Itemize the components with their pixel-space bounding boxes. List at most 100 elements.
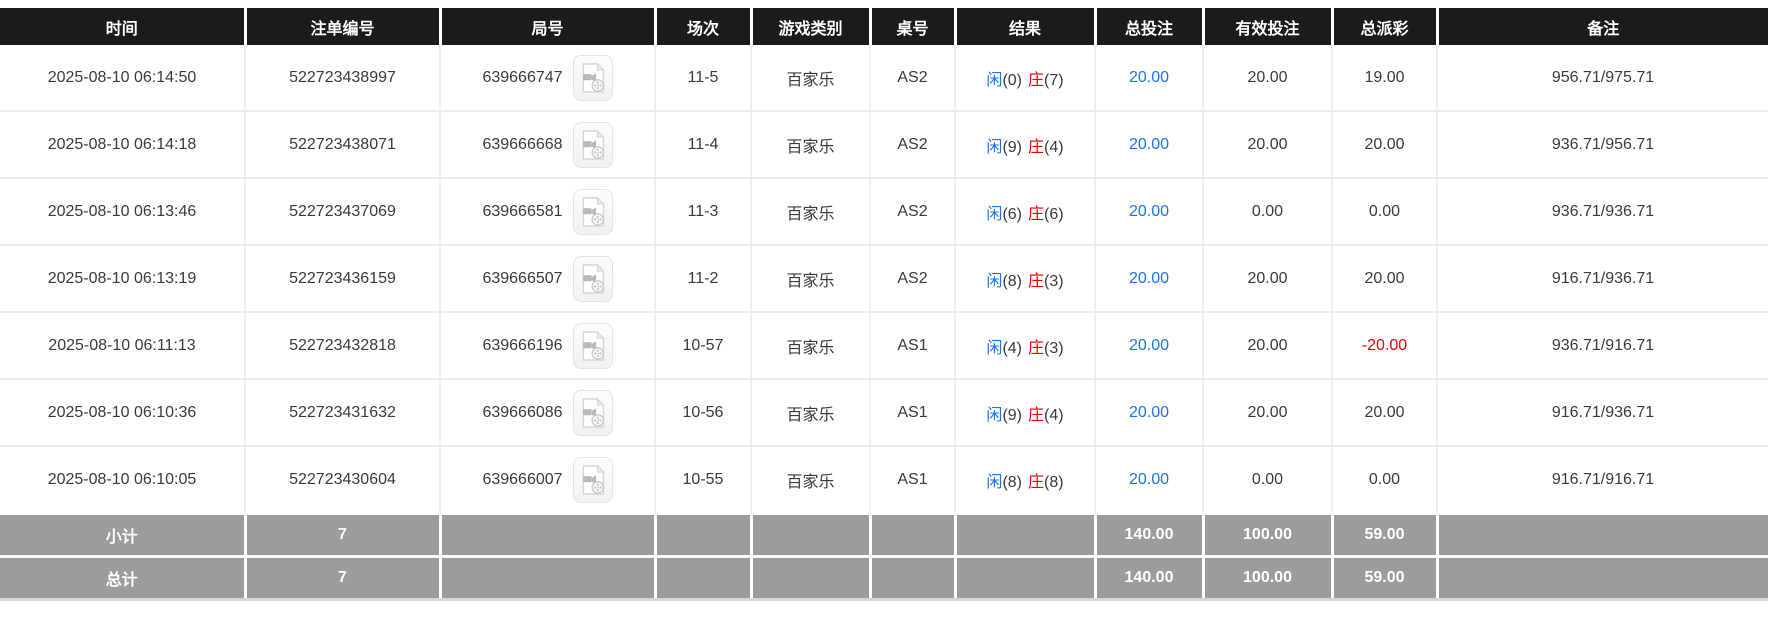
valid-bet-cell: 20.00	[1202, 245, 1332, 313]
result-cell: 闲(8) 庄(3)	[954, 245, 1095, 313]
payout-cell: 20.00	[1331, 379, 1437, 447]
table-row: 2025-08-10 06:11:13 522723432818 6396661…	[0, 312, 1768, 380]
round-no-cell: 639666668	[439, 111, 655, 179]
table-no-cell: AS2	[869, 178, 955, 246]
banker-result-label: 庄	[1028, 138, 1045, 156]
payout-value: 19.00	[1364, 68, 1405, 86]
banker-result-score: (3)	[1044, 339, 1064, 357]
total-bet-link[interactable]: 20.00	[1128, 403, 1170, 421]
banker-result-label: 庄	[1028, 406, 1045, 424]
player-result-score: (8)	[1002, 272, 1022, 290]
grand-total-row: 总计 7 140.00 100.00 59.00	[0, 555, 1768, 601]
game-type-cell: 百家乐	[750, 312, 870, 380]
total-bet-cell: 20.00	[1094, 111, 1203, 179]
total-bet-cell: 20.00	[1094, 312, 1203, 380]
bet-records-table: 时间 注单编号 局号 场次 游戏类别 桌号 结果 总投注 有效投注 总派彩 备注…	[0, 8, 1768, 601]
valid-bet-cell: 0.00	[1202, 178, 1332, 246]
total-bet-link[interactable]: 20.00	[1128, 470, 1170, 488]
total-bet-cell: 20.00	[1094, 45, 1203, 112]
result-cell: 闲(8) 庄(8)	[954, 446, 1095, 515]
payout-value: -20.00	[1361, 336, 1408, 354]
round-no-value: 639666747	[482, 68, 563, 86]
valid-bet-cell: 20.00	[1202, 379, 1332, 447]
table-row: 2025-08-10 06:10:05 522723430604 6396660…	[0, 446, 1768, 515]
subtotal-payout: 59.00	[1330, 512, 1437, 557]
banker-result-label: 庄	[1028, 205, 1045, 223]
bet-id-cell: 522723432818	[244, 312, 440, 380]
table-no-cell: AS1	[869, 312, 955, 380]
table-row: 2025-08-10 06:13:19 522723436159 6396665…	[0, 245, 1768, 313]
video-replay-button[interactable]	[572, 54, 613, 101]
player-result-label: 闲	[986, 71, 1003, 89]
video-file-icon	[582, 263, 605, 294]
video-replay-button[interactable]	[572, 255, 613, 302]
total-bet-link[interactable]: 20.00	[1128, 269, 1170, 287]
total-bet-link[interactable]: 20.00	[1128, 135, 1170, 153]
video-replay-button[interactable]	[572, 121, 613, 168]
session-cell: 11-3	[654, 178, 751, 246]
total-bet-link[interactable]: 20.00	[1128, 336, 1170, 354]
time-cell: 2025-08-10 06:10:36	[0, 379, 245, 447]
banker-result-score: (3)	[1044, 272, 1064, 290]
total-bet-link[interactable]: 20.00	[1128, 68, 1170, 86]
grand-total-count: 7	[243, 555, 440, 601]
session-cell: 10-55	[654, 446, 751, 515]
game-type-cell: 百家乐	[750, 245, 870, 313]
time-cell: 2025-08-10 06:13:19	[0, 245, 245, 313]
result-cell: 闲(9) 庄(4)	[954, 111, 1095, 179]
total-bet-cell: 20.00	[1094, 379, 1203, 447]
player-result-label: 闲	[986, 339, 1003, 357]
remark-cell: 916.71/936.71	[1436, 379, 1768, 447]
result-cell: 闲(9) 庄(4)	[954, 379, 1095, 447]
table-no-cell: AS1	[869, 446, 955, 515]
result-cell: 闲(4) 庄(3)	[954, 312, 1095, 380]
bet-history-page: 时间 注单编号 局号 场次 游戏类别 桌号 结果 总投注 有效投注 总派彩 备注…	[0, 8, 1768, 601]
round-no-value: 639666581	[482, 202, 563, 220]
time-cell: 2025-08-10 06:11:13	[0, 312, 245, 380]
session-cell: 11-5	[654, 45, 751, 112]
video-replay-button[interactable]	[572, 456, 613, 503]
payout-value: 20.00	[1364, 269, 1405, 287]
payout-value: 0.00	[1368, 470, 1401, 488]
video-replay-button[interactable]	[572, 322, 613, 369]
valid-bet-cell: 20.00	[1202, 312, 1332, 380]
subtotal-label: 小计	[0, 512, 245, 557]
session-cell: 11-4	[654, 111, 751, 179]
player-result-score: (9)	[1002, 138, 1022, 156]
game-type-cell: 百家乐	[750, 45, 870, 112]
player-result-score: (9)	[1002, 406, 1022, 424]
column-header-valid-bet: 有效投注	[1201, 8, 1332, 45]
game-type-cell: 百家乐	[750, 379, 870, 447]
bet-id-cell: 522723437069	[244, 178, 440, 246]
round-no-cell: 639666581	[439, 178, 655, 246]
video-replay-button[interactable]	[572, 389, 613, 436]
total-bet-link[interactable]: 20.00	[1128, 202, 1170, 220]
banker-result-score: (4)	[1044, 406, 1064, 424]
table-no-cell: AS2	[869, 111, 955, 179]
remark-cell: 936.71/916.71	[1436, 312, 1768, 380]
header-row: 时间 注单编号 局号 场次 游戏类别 桌号 结果 总投注 有效投注 总派彩 备注	[0, 8, 1768, 45]
player-result-label: 闲	[986, 205, 1003, 223]
column-header-time: 时间	[0, 8, 245, 45]
round-no-value: 639666668	[482, 135, 563, 153]
round-no-value: 639666507	[482, 269, 563, 287]
subtotal-count: 7	[243, 512, 440, 557]
time-cell: 2025-08-10 06:10:05	[0, 446, 245, 515]
table-row: 2025-08-10 06:14:50 522723438997 6396667…	[0, 45, 1768, 112]
bet-id-cell: 522723438071	[244, 111, 440, 179]
subtotal-total-bet: 140.00	[1093, 512, 1203, 557]
column-header-remark: 备注	[1435, 8, 1768, 45]
round-no-cell: 639666086	[439, 379, 655, 447]
round-no-value: 639666086	[482, 403, 563, 421]
payout-cell: 0.00	[1331, 178, 1437, 246]
game-type-cell: 百家乐	[750, 111, 870, 179]
column-header-table-no: 桌号	[868, 8, 955, 45]
round-no-value: 639666196	[482, 336, 563, 354]
banker-result-label: 庄	[1028, 339, 1045, 357]
banker-result-score: (8)	[1044, 473, 1064, 491]
payout-cell: 0.00	[1331, 446, 1437, 515]
remark-cell: 936.71/936.71	[1436, 178, 1768, 246]
video-replay-button[interactable]	[572, 188, 613, 235]
round-no-value: 639666007	[482, 470, 563, 488]
column-header-total-bet: 总投注	[1093, 8, 1203, 45]
